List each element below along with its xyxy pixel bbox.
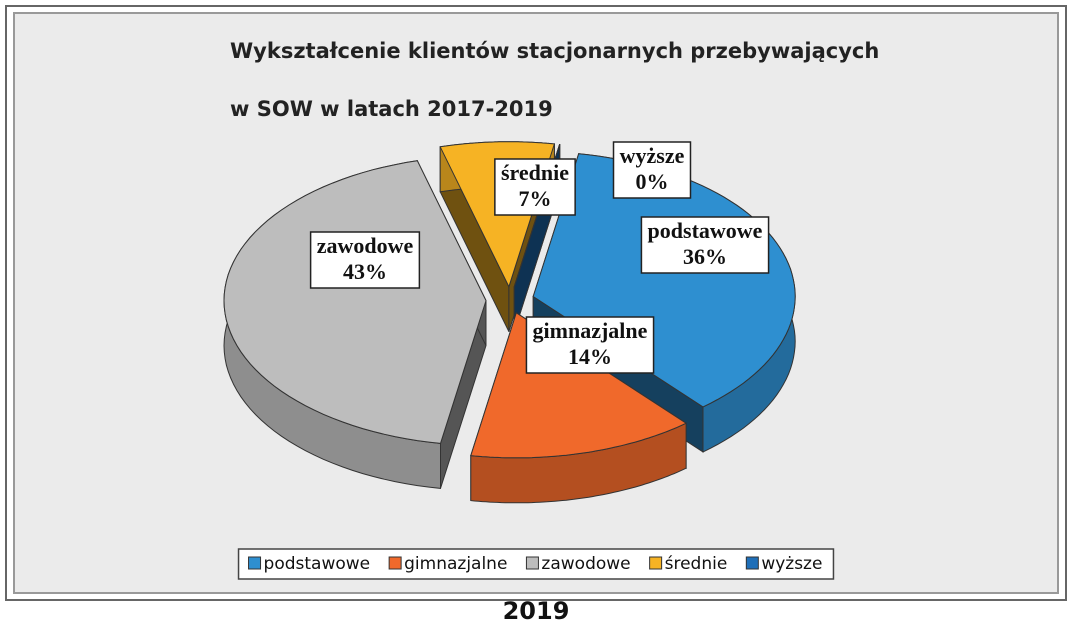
legend-swatch (525, 556, 539, 570)
data-label-box (525, 316, 655, 374)
data-label-box (309, 231, 421, 289)
chart-title: w SOW w latach 2017-2019 (230, 97, 553, 121)
data-label-name: podstawowe (648, 218, 763, 243)
slice (223, 160, 487, 444)
data-label-box (640, 216, 770, 274)
legend-swatch (388, 556, 402, 570)
legend-label: podstawowe (264, 554, 371, 574)
legend-label: średnie (665, 554, 728, 574)
data-label-name: gimnazjalne (533, 318, 648, 343)
legend-label: wyższe (761, 554, 822, 574)
data-label-name: średnie (501, 160, 569, 185)
legend-label: zawodowe (541, 554, 630, 574)
legend-label: gimnazjalne (404, 554, 507, 574)
data-label: 43% (343, 259, 387, 284)
data-label: 7% (519, 186, 552, 211)
caption: 2019 (503, 597, 570, 625)
data-label-name: zawodowe (317, 233, 414, 258)
legend-swatch (649, 556, 663, 570)
data-label: 0% (636, 169, 669, 194)
slice (513, 143, 561, 288)
data-label-box (494, 158, 576, 216)
legend-swatch (745, 556, 759, 570)
chart-title: Wykształcenie klientów stacjonarnych prz… (230, 39, 879, 63)
data-label-name: wyższe (620, 143, 685, 168)
data-label-box (612, 141, 692, 199)
legend-swatch (248, 556, 262, 570)
data-label: 14% (568, 344, 612, 369)
slice (470, 312, 688, 459)
data-label: 36% (683, 244, 727, 269)
